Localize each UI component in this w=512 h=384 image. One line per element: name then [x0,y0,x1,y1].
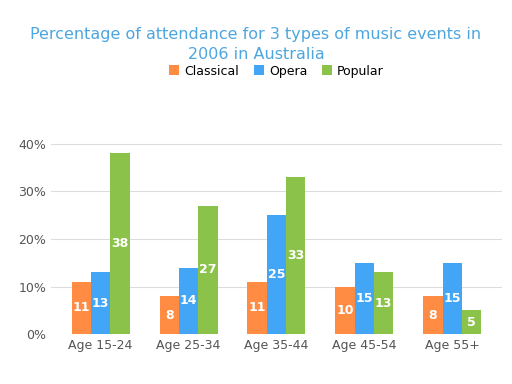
Bar [72,282,91,334]
Text: Percentage of attendance for 3 types of music events in
2006 in Australia: Percentage of attendance for 3 types of … [30,27,482,62]
Bar [286,177,306,334]
Text: 11: 11 [73,301,90,314]
Text: 13: 13 [375,297,392,310]
Bar [355,263,374,334]
Text: 25: 25 [268,268,285,281]
Bar [111,154,130,334]
Bar [423,296,442,334]
Text: 15: 15 [356,292,373,305]
Text: 11: 11 [248,301,266,314]
Bar [179,268,198,334]
Text: 38: 38 [112,237,129,250]
Bar [91,272,111,334]
Bar [442,263,462,334]
Bar [335,286,355,334]
Bar [462,310,481,334]
Text: 13: 13 [92,297,110,310]
Legend: Classical, Opera, Popular: Classical, Opera, Popular [169,65,384,78]
Bar [247,282,267,334]
Bar [160,296,179,334]
Bar [198,206,218,334]
Bar [267,215,286,334]
Text: 5: 5 [467,316,476,329]
Text: 27: 27 [199,263,217,276]
Text: 15: 15 [443,292,461,305]
Bar [374,272,393,334]
Text: 8: 8 [429,309,437,321]
Text: 10: 10 [336,304,354,317]
Text: 33: 33 [287,249,305,262]
Text: 14: 14 [180,294,197,307]
Text: 8: 8 [165,309,174,321]
